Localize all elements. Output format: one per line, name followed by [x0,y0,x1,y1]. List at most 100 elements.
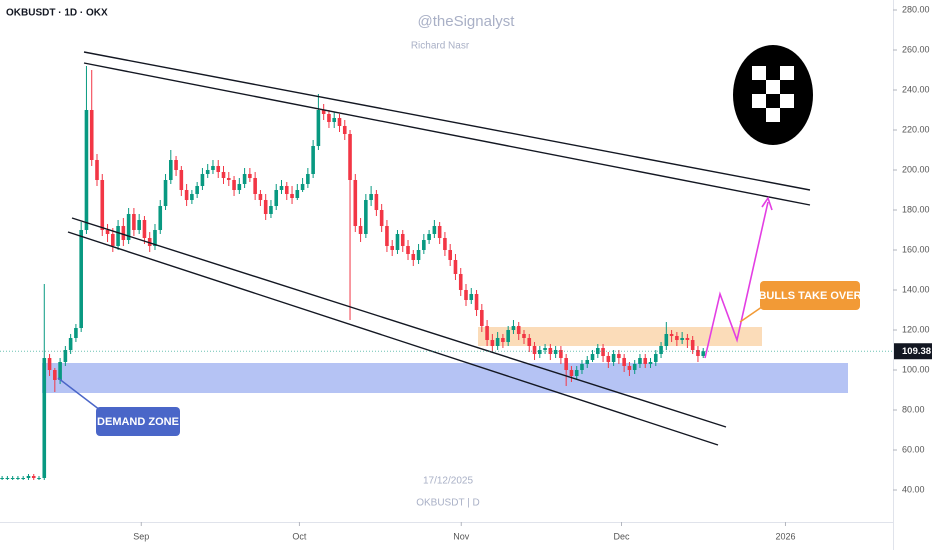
watermark: @theSignalyst [418,13,516,30]
x-tick-label: Sep [133,531,149,541]
arrow-head [761,196,773,211]
price-label-box [894,343,932,360]
candle-body [485,326,489,340]
candle-body [332,118,337,122]
candle-body [253,178,257,194]
candle-body [258,194,263,200]
candle-body [342,126,347,134]
candle-body [290,194,294,198]
candle-body [501,338,505,342]
candle-body [337,118,342,126]
candle-body [89,110,94,160]
price-label: 109.38 [902,346,931,357]
candle-body [0,478,4,479]
candle-body [279,186,284,190]
candle-body [701,351,706,356]
logo-squares [752,66,794,122]
candle-body [121,226,126,240]
candle-body [643,358,648,364]
candle-body [453,260,458,274]
candle-body [696,350,700,356]
trend-line [83,62,811,206]
candle-body [47,358,52,370]
candle-body [653,354,658,362]
candle-body [638,358,642,364]
candles [0,66,706,480]
candle-body [511,326,516,330]
candle-body [617,354,621,358]
callout-box [760,281,860,310]
candle-body [79,230,83,328]
candle-body [664,334,669,346]
projection-arrow [704,201,769,359]
y-tick-label: 100.00 [902,364,930,374]
candle-body [379,210,384,226]
candle-body [274,190,279,206]
resistance-zone [478,327,762,346]
candle-body [358,226,363,234]
candle-body [295,190,300,198]
candle-body [569,370,574,376]
candle-body [95,160,99,180]
candle-body [522,334,526,338]
candle-body [590,354,595,360]
candle-body [622,358,626,366]
candle-body [416,250,421,260]
y-tick-label: 220.00 [902,124,930,134]
candle-body [369,194,373,200]
candle-body [669,334,674,336]
candle-body [147,238,152,246]
candle-body [26,476,31,478]
author: Richard Nasr [411,41,470,52]
y-tick-label: 120.00 [902,324,930,334]
candle-body [400,234,405,246]
candle-body [10,478,15,479]
candle-body [448,250,452,260]
candle-body [374,194,379,210]
candle-body [685,338,690,340]
candle-body [648,362,653,364]
y-tick-label: 160.00 [902,244,930,254]
candle-body [548,348,553,354]
candle-body [675,336,679,340]
x-tick-label: Dec [614,531,631,541]
candle-body [680,338,684,340]
okb-logo [733,45,813,145]
candle-body [385,226,389,246]
candle-body [474,294,479,310]
callout-text: BULLS TAKE OVER [758,290,861,302]
y-tick-label: 140.00 [902,284,930,294]
candle-body [490,340,495,346]
x-tick-label: Oct [292,531,307,541]
candle-body [37,478,41,479]
candle-body [195,186,199,194]
y-tick-label: 240.00 [902,84,930,94]
candle-body [68,338,73,350]
candle-body [422,240,426,250]
candle-body [527,338,532,346]
candle-body [538,350,542,354]
callout-pointer [57,377,101,411]
candle-body [464,290,468,300]
candle-body [321,110,326,114]
candle-body [395,234,400,250]
candle-body [443,238,447,250]
candle-body [179,170,184,190]
candle-body [458,274,463,290]
candle-body [353,180,358,226]
candle-body [237,184,242,190]
candle-body [601,348,605,356]
y-tick-label: 200.00 [902,164,930,174]
candle-body [495,338,500,346]
candle-body [327,114,331,122]
candle-body [16,478,20,479]
symbol-title: OKBUSDT · 1D · OKX [6,8,108,19]
candle-body [311,146,315,174]
candle-body [269,206,273,214]
candle-body [232,180,236,190]
trend-lines [67,51,811,446]
trend-line [71,217,727,428]
candle-body [506,330,510,342]
